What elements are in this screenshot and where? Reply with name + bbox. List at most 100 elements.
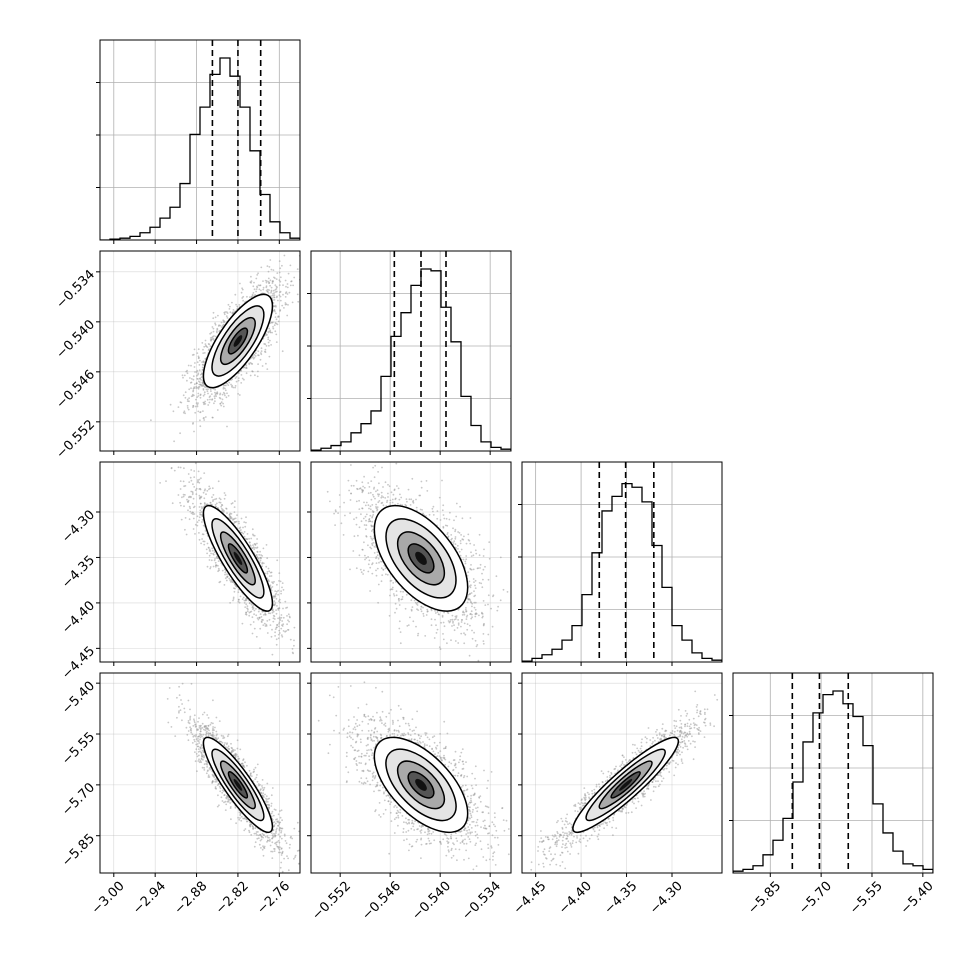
scatter-point — [263, 614, 265, 616]
scatter-point — [245, 603, 248, 606]
scatter-point — [262, 619, 264, 621]
scatter-point — [273, 580, 275, 583]
scatter-point — [279, 295, 282, 298]
scatter-point — [206, 390, 209, 393]
scatter-point — [231, 581, 234, 583]
scatter-point — [224, 571, 227, 574]
scatter-point — [200, 477, 202, 480]
scatter-point — [291, 301, 294, 304]
scatter-point — [231, 378, 234, 381]
scatter-point — [278, 600, 280, 602]
scatter-point — [270, 291, 272, 294]
scatter-point — [243, 378, 245, 381]
scatter-point — [192, 528, 195, 530]
scatter-point — [217, 314, 219, 317]
scatter-point — [209, 487, 212, 490]
scatter-point — [267, 612, 270, 615]
scatter-point — [173, 440, 176, 443]
scatter-point — [233, 587, 235, 589]
scatter-point — [276, 295, 278, 298]
scatter-point — [365, 557, 368, 559]
scatter-point — [259, 284, 262, 287]
scatter-point — [265, 623, 268, 626]
scatter-point — [197, 378, 199, 380]
scatter-point — [255, 635, 258, 638]
scatter-point — [369, 590, 371, 592]
scatter-point — [170, 467, 173, 469]
scatter-point — [240, 517, 243, 520]
scatter-point — [387, 496, 389, 498]
scatter-point — [240, 374, 243, 376]
scatter-point — [378, 561, 380, 564]
scatter-point — [230, 383, 232, 386]
scatter-point — [198, 478, 201, 481]
scatter-point — [222, 384, 225, 387]
scatter-point — [190, 469, 193, 471]
scatter-point — [270, 295, 272, 297]
scatter-point — [202, 491, 205, 494]
scatter-point — [212, 552, 215, 555]
contour-0 — [202, 504, 274, 612]
scatter-point — [285, 285, 287, 288]
scatter-point — [224, 577, 227, 580]
scatter-point — [214, 565, 217, 568]
panel-1-0 — [96, 249, 304, 455]
scatter-point — [289, 616, 291, 619]
scatter-point — [286, 615, 288, 617]
scatter-point — [277, 589, 280, 592]
scatter-point — [272, 327, 275, 330]
scatter-point — [241, 287, 244, 290]
scatter-point — [196, 515, 199, 518]
scatter-point — [205, 388, 208, 391]
scatter-point — [243, 602, 246, 604]
scatter-point — [227, 384, 230, 386]
scatter-point — [265, 281, 268, 284]
panel-content — [311, 462, 511, 670]
scatter-point — [267, 567, 270, 570]
scatter-point — [213, 551, 216, 554]
scatter-point — [256, 375, 259, 378]
scatter-point — [218, 581, 221, 584]
scatter-point — [287, 304, 289, 306]
scatter-point — [191, 490, 194, 493]
scatter-point — [442, 525, 445, 528]
scatter-point — [274, 330, 277, 333]
scatter-point — [211, 336, 213, 339]
scatter-point — [272, 289, 275, 292]
scatter-point — [278, 632, 281, 634]
scatter-point — [249, 374, 252, 377]
scatter-point — [235, 376, 238, 378]
scatter-point — [220, 404, 223, 407]
scatter-point — [236, 514, 238, 516]
scatter-point — [182, 495, 185, 498]
scatter-point — [203, 497, 206, 500]
scatter-point — [398, 604, 401, 606]
scatter-point — [281, 586, 283, 589]
scatter-point — [180, 518, 183, 521]
scatter-point — [203, 472, 206, 474]
scatter-point — [197, 470, 200, 473]
scatter-point — [240, 382, 243, 384]
scatter-point — [199, 497, 201, 500]
scatter-point — [478, 668, 480, 670]
scatter-point — [214, 498, 216, 501]
scatter-point — [275, 626, 278, 629]
scatter-point — [200, 506, 203, 508]
scatter-point — [414, 601, 417, 604]
scatter-point — [267, 280, 270, 283]
scatter-point — [278, 625, 280, 628]
scatter-point — [253, 356, 256, 359]
scatter-point — [203, 345, 206, 348]
scatter-point — [253, 288, 256, 291]
scatter-point — [296, 268, 299, 270]
scatter-point — [223, 313, 226, 316]
scatter-point — [234, 521, 236, 524]
scatter-point — [284, 302, 287, 304]
scatter-point — [238, 304, 241, 306]
scatter-point — [302, 249, 304, 251]
scatter-point — [349, 568, 351, 571]
scatter-point — [271, 282, 274, 284]
scatter-point — [469, 586, 472, 589]
scatter-point — [207, 349, 210, 352]
scatter-point — [255, 290, 257, 293]
